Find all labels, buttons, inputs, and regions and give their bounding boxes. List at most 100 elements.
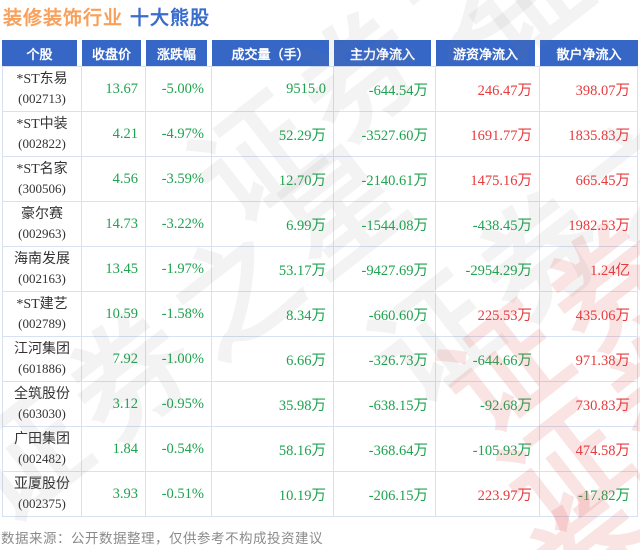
table-row: *ST中装 (002822) 4.21 -4.97% 52.29万 -3527.60万 16… [3, 112, 638, 157]
stock-name-cell: 广田集团 (002482) [3, 427, 82, 472]
stock-name-cell: 全筑股份 (603030) [3, 382, 82, 427]
hot-money-net-inflow-cell: -105.93万 [436, 427, 540, 472]
stock-code: (603030) [18, 406, 66, 421]
table-row: 亚厦股份 (002375) 3.93 -0.51% 10.19万 -206.15万 223.… [3, 472, 638, 517]
table-row: 全筑股份 (603030) 3.12 -0.95% 35.98万 -638.15万 -92.… [3, 382, 638, 427]
stock-code: (002713) [18, 91, 66, 106]
bear-stocks-table: 个股 收盘价 涨跌幅 成交量（手） 主力净流入 游资净流入 散户净流入 *ST东易 (0027… [2, 40, 638, 517]
hot-money-net-inflow-cell: -644.66万 [436, 337, 540, 382]
stock-code: (002482) [18, 451, 66, 466]
main-net-inflow-cell: -3527.60万 [334, 112, 436, 157]
close-price-cell: 3.93 [82, 472, 146, 517]
volume-cell: 9515.0 [212, 67, 334, 112]
main-net-inflow-cell: -638.15万 [334, 382, 436, 427]
stock-name: 海南发展 [14, 252, 70, 267]
retail-net-inflow-cell: 435.06万 [540, 292, 638, 337]
stock-name-cell: *ST建艺 (002789) [3, 292, 82, 337]
column-header-0: 个股 [2, 40, 82, 66]
change-percent-cell: -0.95% [146, 382, 212, 427]
hot-money-net-inflow-cell: 225.53万 [436, 292, 540, 337]
volume-cell: 58.16万 [212, 427, 334, 472]
retail-net-inflow-cell: 971.38万 [540, 337, 638, 382]
retail-net-inflow-cell: 1835.83万 [540, 112, 638, 157]
close-price-cell: 10.59 [82, 292, 146, 337]
close-price-cell: 7.92 [82, 337, 146, 382]
stock-name: 豪尔赛 [21, 207, 63, 222]
close-price-cell: 13.45 [82, 247, 146, 292]
stock-name: 江河集团 [14, 342, 70, 357]
volume-cell: 8.34万 [212, 292, 334, 337]
change-percent-cell: -3.22% [146, 202, 212, 247]
main-net-inflow-cell: -326.73万 [334, 337, 436, 382]
stock-code: (002963) [18, 226, 66, 241]
retail-net-inflow-cell: 730.83万 [540, 382, 638, 427]
close-price-cell: 14.73 [82, 202, 146, 247]
retail-net-inflow-cell: 474.58万 [540, 427, 638, 472]
hot-money-net-inflow-cell: 1475.16万 [436, 157, 540, 202]
stock-name-cell: *ST名家 (300506) [3, 157, 82, 202]
stock-name-cell: 亚厦股份 (002375) [3, 472, 82, 517]
stock-name-cell: *ST中装 (002822) [3, 112, 82, 157]
close-price-cell: 13.67 [82, 67, 146, 112]
table-row: 江河集团 (601886) 7.92 -1.00% 6.66万 -326.73万 -644.… [3, 337, 638, 382]
volume-cell: 6.66万 [212, 337, 334, 382]
stock-code: (601886) [18, 361, 66, 376]
table-row: 海南发展 (002163) 13.45 -1.97% 53.17万 -9427.69万 -2… [3, 247, 638, 292]
column-header-2: 涨跌幅 [146, 40, 212, 66]
change-percent-cell: -0.51% [146, 472, 212, 517]
table-row: 广田集团 (002482) 1.84 -0.54% 58.16万 -368.64万 -105… [3, 427, 638, 472]
hot-money-net-inflow-cell: -438.45万 [436, 202, 540, 247]
volume-cell: 10.19万 [212, 472, 334, 517]
stock-name: 亚厦股份 [14, 477, 70, 492]
stock-code: (002822) [18, 136, 66, 151]
retail-net-inflow-cell: 665.45万 [540, 157, 638, 202]
stock-name: 全筑股份 [14, 387, 70, 402]
hot-money-net-inflow-cell: -2954.29万 [436, 247, 540, 292]
column-header-1: 收盘价 [82, 40, 146, 66]
stock-name: *ST名家 [16, 162, 68, 177]
stock-name-cell: 江河集团 (601886) [3, 337, 82, 382]
close-price-cell: 3.12 [82, 382, 146, 427]
stock-code: (002375) [18, 496, 66, 511]
hot-money-net-inflow-cell: 223.97万 [436, 472, 540, 517]
close-price-cell: 1.84 [82, 427, 146, 472]
change-percent-cell: -5.00% [146, 67, 212, 112]
page-title: 装修装饰行业 十大熊股 [3, 3, 210, 30]
main-net-inflow-cell: -644.54万 [334, 67, 436, 112]
hot-money-net-inflow-cell: -92.68万 [436, 382, 540, 427]
stock-name: *ST东易 [16, 72, 68, 87]
table-row: *ST建艺 (002789) 10.59 -1.58% 8.34万 -660.60万 225… [3, 292, 638, 337]
table-header-row: 个股 收盘价 涨跌幅 成交量（手） 主力净流入 游资净流入 散户净流入 [2, 40, 638, 66]
retail-net-inflow-cell: 398.07万 [540, 67, 638, 112]
change-percent-cell: -3.59% [146, 157, 212, 202]
column-header-3: 成交量（手） [212, 40, 334, 66]
table-row: *ST东易 (002713) 13.67 -5.00% 9515.0 -644.54万 24… [3, 67, 638, 112]
main-net-inflow-cell: -9427.69万 [334, 247, 436, 292]
table-row: *ST名家 (300506) 4.56 -3.59% 12.70万 -2140.61万 14… [3, 157, 638, 202]
change-percent-cell: -4.97% [146, 112, 212, 157]
close-price-cell: 4.56 [82, 157, 146, 202]
stock-code: (002163) [18, 271, 66, 286]
title-industry-segment: 装修装饰行业 [3, 8, 124, 29]
column-header-4: 主力净流入 [334, 40, 436, 66]
main-net-inflow-cell: -2140.61万 [334, 157, 436, 202]
table-body: *ST东易 (002713) 13.67 -5.00% 9515.0 -644.54万 24… [2, 66, 638, 517]
main-net-inflow-cell: -1544.08万 [334, 202, 436, 247]
data-source-note: 数据来源：公开数据整理，仅供参考不构成投资建议 [1, 531, 323, 546]
volume-cell: 53.17万 [212, 247, 334, 292]
stock-name-cell: *ST东易 (002713) [3, 67, 82, 112]
stock-name: 广田集团 [14, 432, 70, 447]
main-net-inflow-cell: -660.60万 [334, 292, 436, 337]
volume-cell: 6.99万 [212, 202, 334, 247]
stock-code: (300506) [18, 181, 66, 196]
column-header-5: 游资净流入 [436, 40, 540, 66]
retail-net-inflow-cell: 1982.53万 [540, 202, 638, 247]
change-percent-cell: -0.54% [146, 427, 212, 472]
stock-name: *ST中装 [16, 117, 68, 132]
change-percent-cell: -1.00% [146, 337, 212, 382]
hot-money-net-inflow-cell: 1691.77万 [436, 112, 540, 157]
volume-cell: 12.70万 [212, 157, 334, 202]
change-percent-cell: -1.58% [146, 292, 212, 337]
retail-net-inflow-cell: 1.24亿 [540, 247, 638, 292]
